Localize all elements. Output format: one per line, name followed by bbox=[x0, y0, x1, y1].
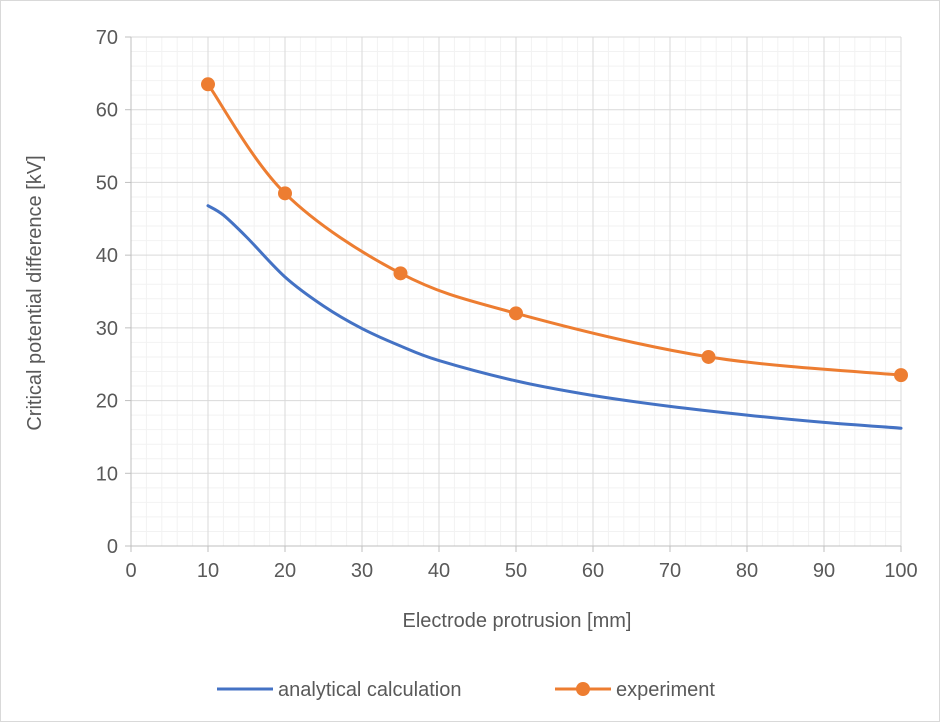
legend: analytical calculation experiment bbox=[217, 679, 715, 701]
y-tick-label: 20 bbox=[96, 391, 118, 413]
series-layer bbox=[201, 77, 908, 430]
data-point-experiment bbox=[278, 186, 292, 201]
y-tick-label: 60 bbox=[96, 100, 118, 122]
y-tick-label: 40 bbox=[96, 245, 118, 267]
x-tick-label: 0 bbox=[125, 560, 136, 582]
y-tick-label: 50 bbox=[96, 172, 118, 194]
legend-item-experiment: experiment bbox=[555, 679, 715, 701]
x-tick-labels: 0 10 20 30 40 50 60 70 80 90 100 bbox=[125, 560, 917, 582]
data-point-experiment bbox=[393, 266, 408, 281]
x-tick-label: 90 bbox=[813, 560, 835, 582]
series-line-experiment bbox=[206, 82, 903, 377]
y-tick-labels: 0 10 20 30 40 50 60 70 bbox=[96, 27, 118, 558]
x-tick-label: 20 bbox=[274, 560, 296, 582]
minor-grid bbox=[131, 37, 901, 546]
series-line-analytical-calculation bbox=[206, 204, 903, 430]
y-tick-label: 0 bbox=[107, 536, 118, 558]
legend-marker-experiment bbox=[576, 682, 590, 696]
data-point-experiment bbox=[701, 349, 716, 364]
series-analytical-calculation bbox=[206, 204, 903, 430]
y-axis-title: Critical potential difference [kV] bbox=[24, 155, 46, 430]
data-point-experiment bbox=[509, 306, 523, 321]
x-tick-label: 40 bbox=[428, 560, 450, 582]
x-tick-label: 100 bbox=[884, 560, 917, 582]
x-tick-label: 50 bbox=[505, 560, 527, 582]
legend-item-analytical: analytical calculation bbox=[217, 679, 461, 701]
major-grid bbox=[131, 36, 902, 546]
x-tick-label: 70 bbox=[659, 560, 681, 582]
y-tick-label: 10 bbox=[96, 463, 118, 485]
x-tick-label: 30 bbox=[351, 560, 373, 582]
legend-label-analytical: analytical calculation bbox=[278, 679, 461, 701]
x-axis-title: Electrode protrusion [mm] bbox=[403, 610, 632, 632]
legend-label-experiment: experiment bbox=[616, 679, 715, 701]
x-tick-label: 10 bbox=[197, 560, 219, 582]
data-point-experiment bbox=[201, 77, 215, 92]
y-tick-label: 30 bbox=[96, 318, 118, 340]
axes bbox=[125, 36, 902, 552]
series-experiment bbox=[201, 77, 908, 383]
x-tick-label: 60 bbox=[582, 560, 604, 582]
x-tick-label: 80 bbox=[736, 560, 758, 582]
y-tick-label: 70 bbox=[96, 27, 118, 49]
data-point-experiment bbox=[894, 368, 908, 383]
